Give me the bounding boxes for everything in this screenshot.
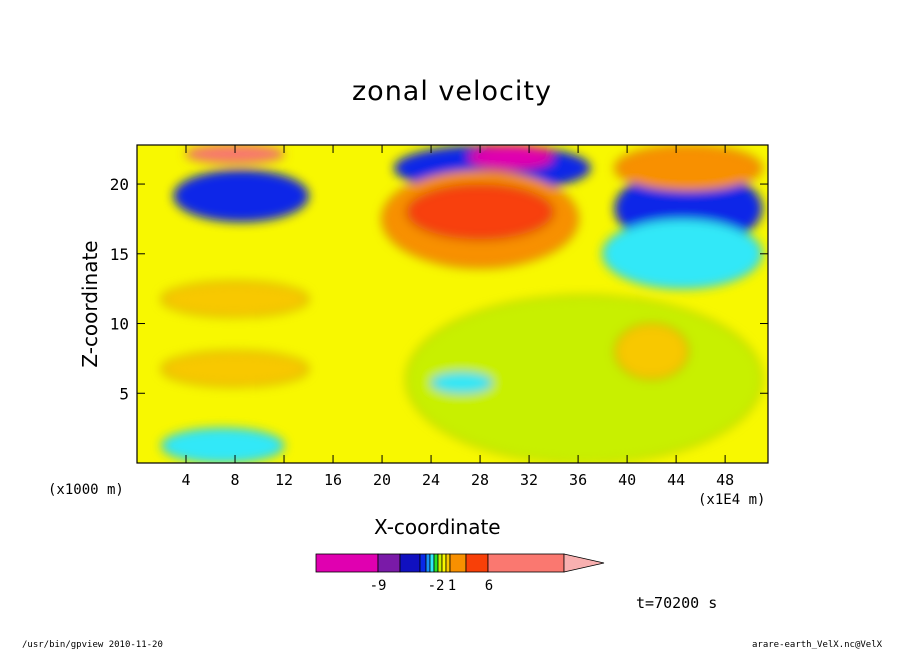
field-region-11 xyxy=(161,427,285,463)
time-label: t=70200 s xyxy=(636,594,718,612)
x-tick-label-4: 4 xyxy=(181,471,190,489)
z-unit-note: (x1000 m) xyxy=(48,482,124,498)
x-tick-label-8: 8 xyxy=(231,471,240,489)
colorbar-swatch-8 xyxy=(441,553,447,573)
x-tick-label-24: 24 xyxy=(422,471,440,489)
footer-program-date: /usr/bin/gpview 2010-11-20 xyxy=(22,640,163,650)
colorbar-swatch-10 xyxy=(449,553,467,573)
colorbar-label-3: 6 xyxy=(485,578,493,594)
colorbar-swatch-12 xyxy=(487,553,565,573)
chart-title: zonal velocity xyxy=(352,76,552,107)
field-region-10 xyxy=(161,351,309,387)
field-region-9 xyxy=(161,281,309,317)
field-regions xyxy=(161,145,763,463)
colorbar-swatch-4 xyxy=(425,553,431,573)
field-region-13 xyxy=(430,371,493,394)
x-axis-label: X-coordinate xyxy=(374,515,501,539)
colorbar-swatch-0 xyxy=(315,553,379,573)
colorbar-label-0: -9 xyxy=(370,578,387,594)
x-tick-label-20: 20 xyxy=(373,471,391,489)
x-tick-label-16: 16 xyxy=(324,471,342,489)
x-tick-label-44: 44 xyxy=(667,471,685,489)
field-region-7 xyxy=(602,218,763,290)
colorbar: -9 -2 1 6 xyxy=(315,553,605,594)
field-region-5 xyxy=(406,183,554,241)
field-region-14 xyxy=(614,323,689,380)
field-region-3 xyxy=(467,145,554,171)
x-tick-label-48: 48 xyxy=(716,471,734,489)
y-tick-label-15: 15 xyxy=(110,245,129,264)
colorbar-swatch-5 xyxy=(429,553,435,573)
x-tick-label-12: 12 xyxy=(275,471,293,489)
colorbar-swatch-11 xyxy=(465,553,489,573)
colorbar-swatch-2 xyxy=(399,553,421,573)
colorbar-swatch-7 xyxy=(437,553,443,573)
x-unit-note: (x1E4 m) xyxy=(698,492,766,508)
x-tick-label-28: 28 xyxy=(471,471,489,489)
y-tick-label-10: 10 xyxy=(110,315,129,334)
y-tick-label-5: 5 xyxy=(119,384,129,403)
colorbar-label-1: -2 xyxy=(428,578,445,594)
x-tick-label-36: 36 xyxy=(569,471,587,489)
x-tick-label-40: 40 xyxy=(618,471,636,489)
plot-area xyxy=(137,145,768,463)
colorbar-swatch-6 xyxy=(433,553,439,573)
colorbar-label-2: 1 xyxy=(448,578,456,594)
field-layer xyxy=(137,145,768,463)
colorbar-swatch-9 xyxy=(445,553,451,573)
colorbar-swatch-1 xyxy=(377,553,401,573)
plot-frame xyxy=(136,144,769,464)
field-region-0 xyxy=(185,145,285,164)
colorbar-extension-arrow xyxy=(563,553,605,573)
x-tick-label-32: 32 xyxy=(520,471,538,489)
footer-source-file: arare-earth_VelX.nc@VelX xyxy=(752,640,883,650)
field-region-1 xyxy=(173,169,309,223)
field-region-8 xyxy=(614,145,763,192)
y-tick-label-20: 20 xyxy=(110,175,129,194)
colorbar-swatch-3 xyxy=(419,553,427,573)
